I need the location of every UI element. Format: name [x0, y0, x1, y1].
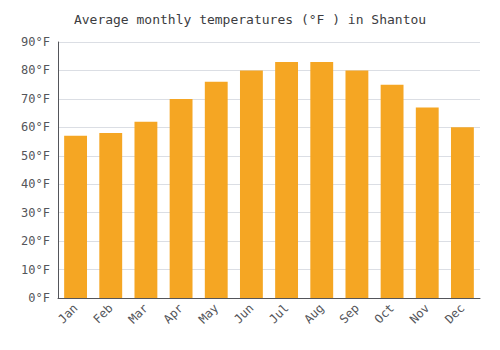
svg-text:60°F: 60°F	[21, 120, 50, 134]
svg-text:30°F: 30°F	[21, 206, 50, 220]
svg-text:Sep: Sep	[337, 301, 362, 326]
svg-text:Oct: Oct	[372, 301, 397, 326]
svg-text:Apr: Apr	[161, 301, 186, 326]
svg-text:Mar: Mar	[126, 301, 151, 326]
svg-text:Jun: Jun	[231, 301, 256, 326]
svg-text:70°F: 70°F	[21, 92, 50, 106]
svg-text:Jul: Jul	[266, 301, 291, 326]
svg-text:20°F: 20°F	[21, 234, 50, 248]
svg-text:80°F: 80°F	[21, 63, 50, 77]
svg-text:Jan: Jan	[55, 301, 80, 326]
svg-text:May: May	[196, 301, 221, 326]
svg-text:Dec: Dec	[442, 301, 467, 326]
svg-text:0°F: 0°F	[28, 291, 50, 305]
svg-text:50°F: 50°F	[21, 149, 50, 163]
svg-text:Nov: Nov	[407, 301, 432, 326]
svg-text:90°F: 90°F	[21, 35, 50, 49]
svg-text:10°F: 10°F	[21, 263, 50, 277]
svg-text:40°F: 40°F	[21, 177, 50, 191]
svg-text:Aug: Aug	[301, 301, 326, 326]
svg-text:Feb: Feb	[90, 301, 115, 326]
svg-text:Average monthly temperatures (: Average monthly temperatures (°F ) in Sh…	[74, 12, 426, 27]
